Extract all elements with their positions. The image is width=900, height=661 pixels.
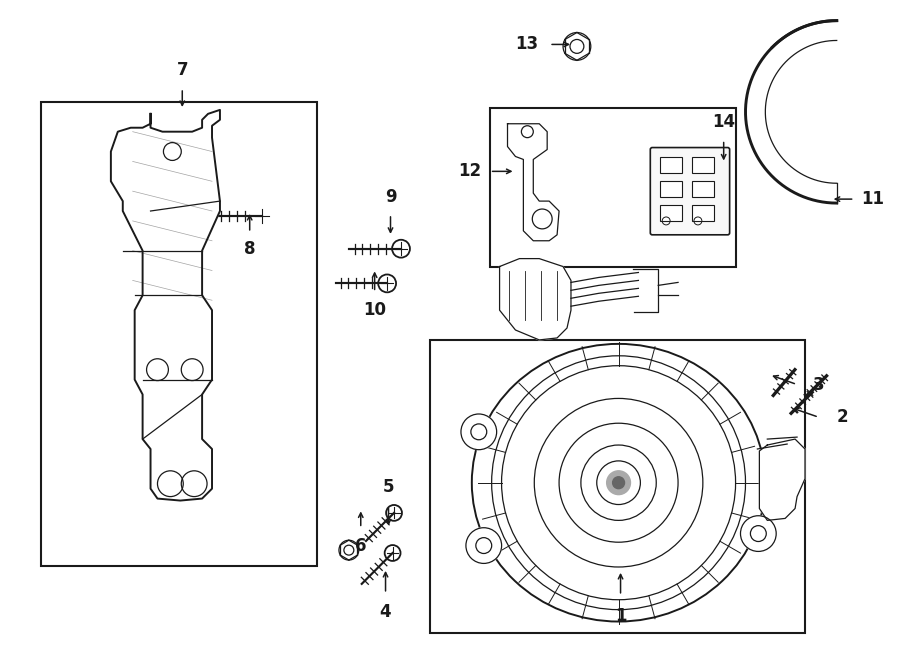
FancyBboxPatch shape — [651, 147, 730, 235]
Text: 14: 14 — [712, 113, 735, 131]
Text: 6: 6 — [355, 537, 366, 555]
Bar — [692, 157, 714, 173]
Circle shape — [607, 471, 631, 494]
Bar — [490, 108, 735, 266]
Bar — [692, 181, 714, 197]
Text: 8: 8 — [244, 240, 256, 258]
Polygon shape — [760, 439, 805, 520]
Circle shape — [461, 414, 497, 449]
Text: 3: 3 — [813, 375, 824, 393]
Polygon shape — [111, 110, 220, 500]
Text: 13: 13 — [515, 36, 538, 54]
Circle shape — [741, 516, 776, 551]
Text: 7: 7 — [176, 61, 188, 79]
Circle shape — [466, 527, 501, 563]
Text: 2: 2 — [837, 408, 849, 426]
Text: 4: 4 — [380, 603, 392, 621]
Circle shape — [613, 477, 625, 488]
Text: 5: 5 — [382, 478, 394, 496]
Bar — [661, 181, 682, 197]
Polygon shape — [500, 258, 571, 340]
Text: 11: 11 — [861, 190, 884, 208]
Bar — [41, 102, 317, 566]
Bar — [661, 157, 682, 173]
Bar — [692, 205, 714, 221]
Text: 10: 10 — [363, 301, 386, 319]
Text: 9: 9 — [384, 188, 396, 206]
Bar — [661, 205, 682, 221]
Text: 12: 12 — [458, 163, 482, 180]
Bar — [430, 340, 805, 633]
Polygon shape — [508, 124, 559, 241]
Text: 1: 1 — [615, 607, 626, 625]
